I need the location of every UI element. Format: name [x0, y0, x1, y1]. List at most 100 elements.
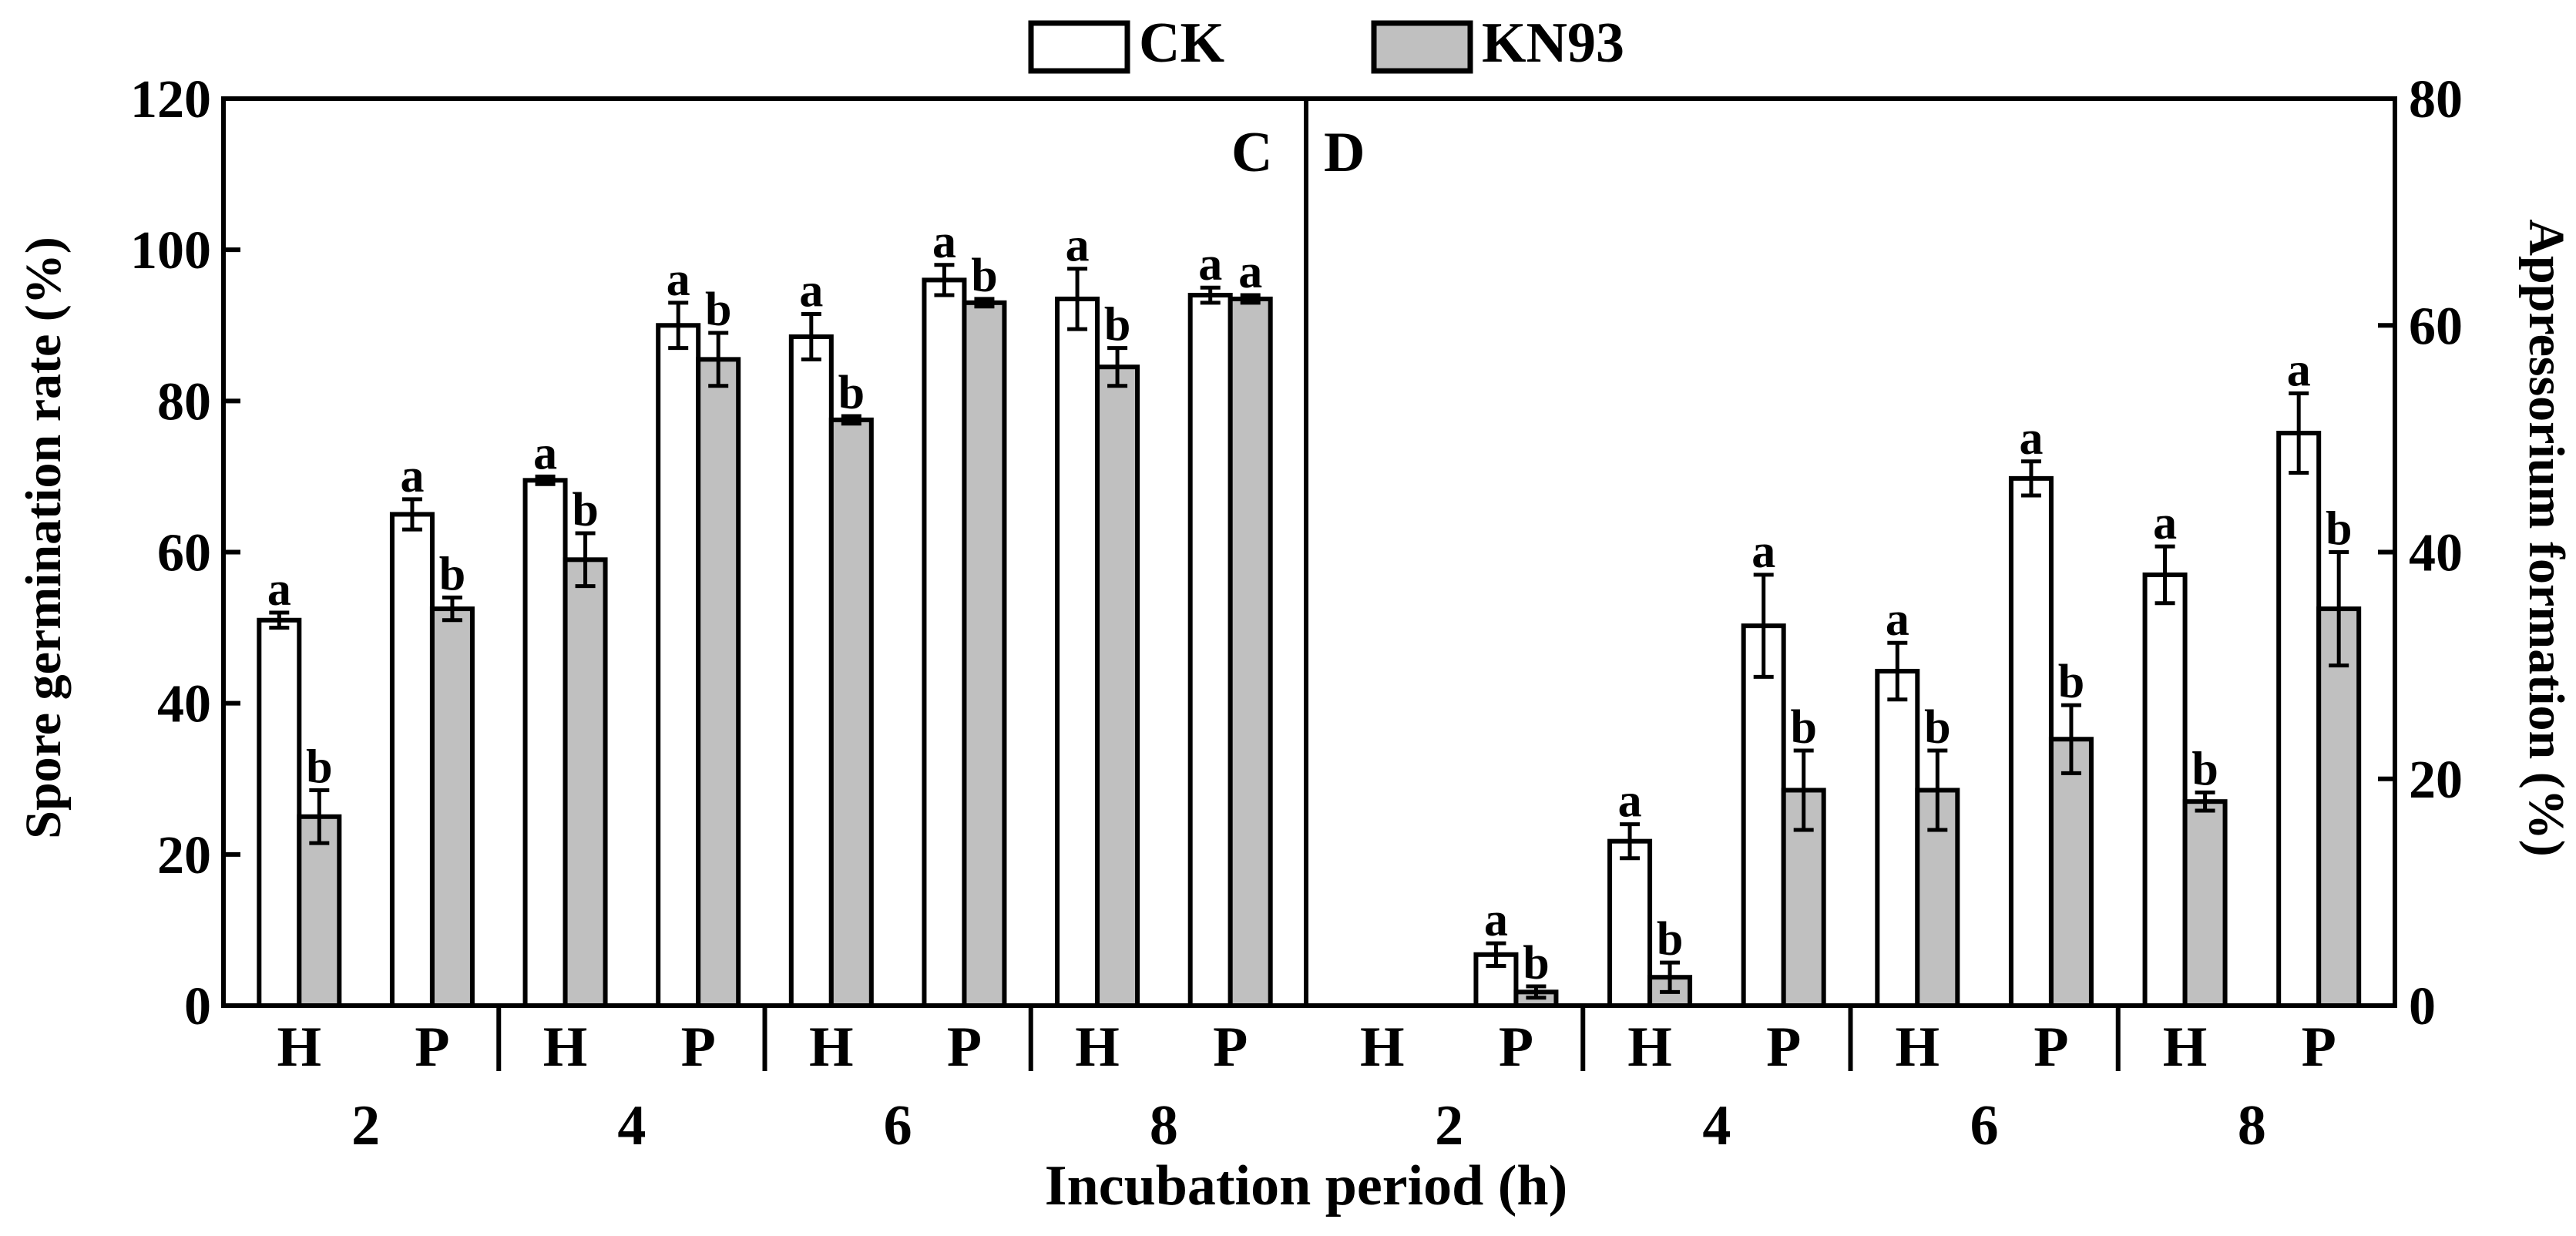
- significance-letter: a: [1066, 220, 1090, 272]
- significance-letter: a: [400, 450, 424, 502]
- stage-label: P: [415, 1016, 449, 1079]
- bar-kn93: [2182, 799, 2228, 1009]
- panel-label-d: D: [1324, 121, 1365, 184]
- bar-ck: [922, 277, 967, 1008]
- y-tick-label: 20: [2409, 751, 2463, 810]
- bar-ck: [389, 512, 435, 1008]
- significance-letter: a: [1886, 593, 1909, 646]
- stage-label: P: [2034, 1016, 2068, 1079]
- stage-label: P: [947, 1016, 982, 1079]
- stage-label: P: [681, 1016, 716, 1079]
- y-tick-label: 20: [157, 826, 211, 885]
- bar-kn93: [429, 606, 475, 1008]
- bar-kn93: [2048, 737, 2094, 1008]
- y-tick-label: 100: [130, 221, 211, 280]
- significance-letter: b: [2058, 656, 2084, 708]
- stage-label: H: [2163, 1016, 2208, 1079]
- bar-ck: [788, 334, 834, 1008]
- stage-label: H: [277, 1016, 322, 1079]
- bar-ck: [257, 617, 302, 1009]
- legend-swatch-ck: [1028, 20, 1130, 74]
- bar-ck: [1875, 668, 1920, 1008]
- bar-ck: [2142, 572, 2188, 1008]
- significance-letter: b: [1657, 913, 1683, 966]
- legend-label-ck: CK: [1139, 12, 1224, 75]
- bar-kn93: [2316, 606, 2362, 1008]
- bar-kn93: [1095, 364, 1140, 1008]
- significance-letter: b: [2326, 503, 2352, 556]
- period-label: 6: [884, 1094, 912, 1157]
- y-tick-label: 0: [184, 977, 211, 1036]
- significance-letter: a: [1751, 526, 1775, 578]
- y-axis-label-right: Appressorium formation (%): [2518, 219, 2574, 856]
- y-tick-label: 80: [2409, 70, 2463, 129]
- period-label: 2: [351, 1094, 380, 1157]
- significance-letter: b: [306, 741, 332, 793]
- y-tick-label: 80: [157, 372, 211, 432]
- bar-ck: [1741, 623, 1786, 1008]
- bar-ck: [1055, 296, 1100, 1008]
- significance-letter: b: [1924, 701, 1950, 754]
- bar-ck: [2276, 431, 2322, 1008]
- significance-letter: a: [1238, 246, 1262, 298]
- y-tick-label: 120: [130, 70, 211, 129]
- bar-kn93: [828, 417, 874, 1008]
- bar-ck: [2008, 475, 2054, 1008]
- period-label: 8: [1150, 1094, 1178, 1157]
- significance-letter: b: [705, 284, 731, 336]
- period-label: 6: [1970, 1094, 1999, 1157]
- bar-kn93: [1228, 296, 1273, 1008]
- period-label: 2: [1435, 1094, 1463, 1157]
- significance-letter: b: [1523, 937, 1549, 989]
- significance-letter: b: [1790, 701, 1816, 754]
- stage-label: H: [1360, 1016, 1405, 1079]
- legend-label-kn93: KN93: [1482, 12, 1624, 75]
- legend: CK KN93: [1028, 12, 1624, 75]
- significance-letter: a: [2019, 412, 2043, 465]
- bar-ck: [522, 478, 568, 1008]
- period-label: 4: [1702, 1094, 1731, 1157]
- y-tick-label: 40: [2409, 524, 2463, 583]
- significance-letter: a: [932, 216, 956, 268]
- significance-letter: a: [1618, 775, 1642, 828]
- significance-letter: a: [1198, 238, 1222, 291]
- significance-letter: a: [267, 563, 291, 616]
- stage-label: P: [2302, 1016, 2336, 1079]
- bar-kn93: [962, 300, 1007, 1008]
- significance-letter: b: [439, 548, 465, 600]
- legend-swatch-kn93: [1371, 20, 1473, 74]
- stage-label: P: [1766, 1016, 1801, 1079]
- plot-frame: [221, 96, 2397, 1008]
- significance-letter: a: [799, 265, 823, 317]
- bar-ck: [656, 323, 701, 1008]
- significance-letter: a: [2287, 344, 2311, 397]
- significance-letter: b: [838, 367, 865, 419]
- stage-label: H: [1627, 1016, 1672, 1079]
- significance-letter: b: [971, 250, 997, 302]
- significance-letter: a: [533, 427, 557, 479]
- significance-letter: a: [2153, 497, 2177, 549]
- y-tick-label: 60: [2409, 297, 2463, 356]
- plot-marks: 0204060801001202HabPab4HabPab6HabPab8Hab…: [130, 70, 2463, 1157]
- significance-letter: a: [1484, 894, 1508, 946]
- significance-letter: b: [2191, 743, 2218, 795]
- bar-ck: [1607, 838, 1653, 1008]
- significance-letter: a: [667, 254, 690, 306]
- stage-label: H: [543, 1016, 588, 1079]
- stage-label: H: [1075, 1016, 1120, 1079]
- period-label: 8: [2238, 1094, 2266, 1157]
- stage-label: H: [1896, 1016, 1940, 1079]
- y-axis-label-left: Spore germination rate (%): [15, 237, 72, 838]
- x-axis-label: Incubation period (h): [1045, 1154, 1567, 1218]
- y-tick-label: 40: [157, 675, 211, 734]
- bar-kn93: [563, 557, 608, 1008]
- bar-ck: [1187, 293, 1233, 1008]
- y-tick-label: 0: [2409, 977, 2436, 1036]
- significance-letter: b: [572, 484, 598, 536]
- stage-label: P: [1499, 1016, 1533, 1079]
- stage-label: P: [1213, 1016, 1248, 1079]
- significance-letter: b: [1104, 299, 1130, 351]
- panel-label-c: C: [1231, 121, 1272, 184]
